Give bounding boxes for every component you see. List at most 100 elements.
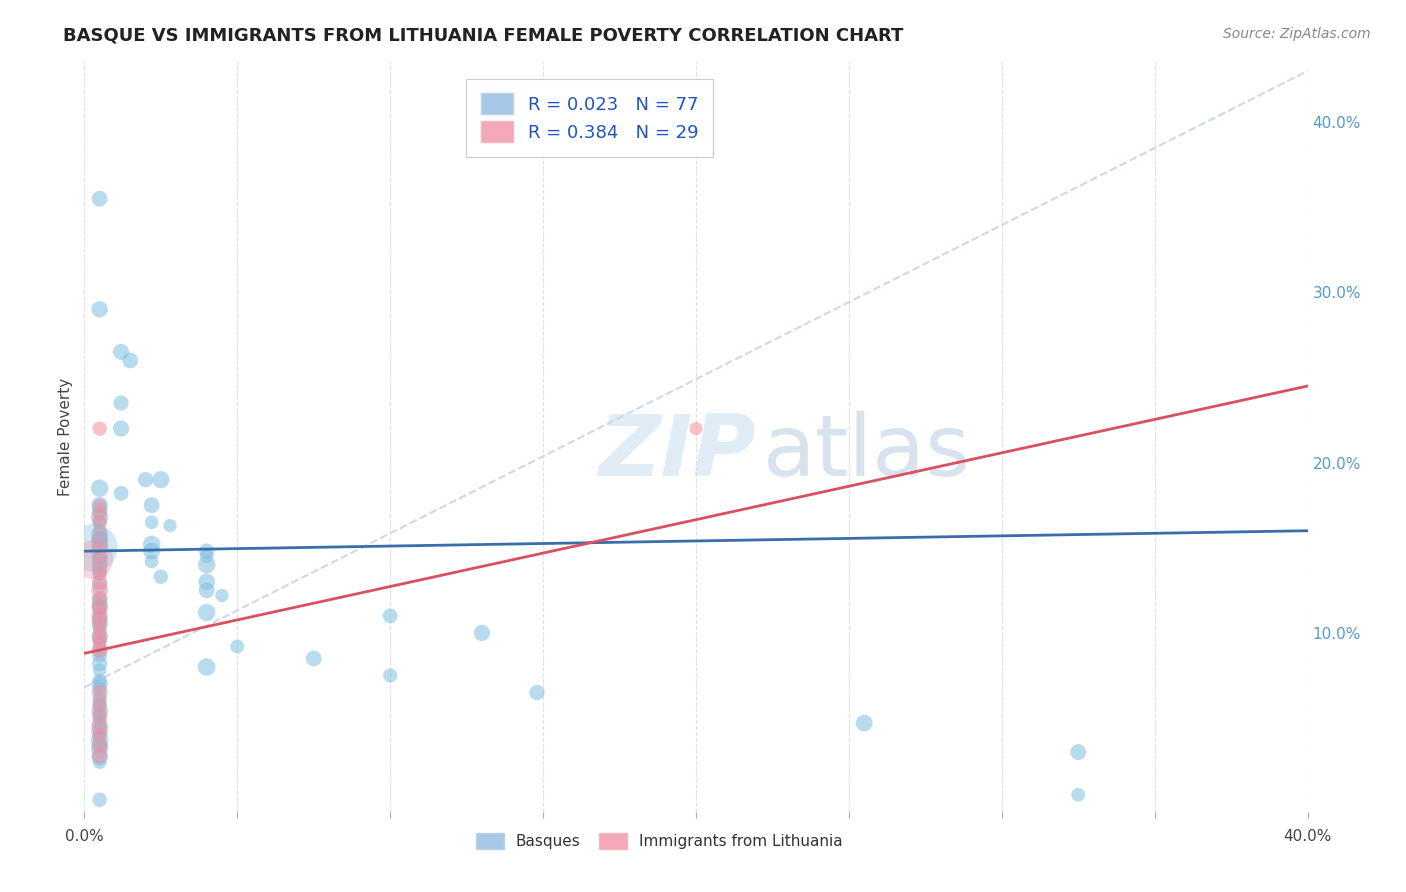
Point bbox=[83, 541, 105, 555]
Point bbox=[89, 694, 111, 708]
Point bbox=[89, 574, 111, 589]
Point bbox=[89, 685, 111, 699]
Point bbox=[89, 748, 111, 763]
Point bbox=[89, 537, 111, 551]
Point bbox=[89, 720, 111, 734]
Point bbox=[89, 498, 111, 512]
Point bbox=[226, 640, 249, 654]
Legend: Basques, Immigrants from Lithuania: Basques, Immigrants from Lithuania bbox=[468, 825, 851, 856]
Point bbox=[89, 583, 111, 598]
Point bbox=[89, 481, 111, 495]
Point bbox=[89, 503, 111, 517]
Y-axis label: Female Poverty: Female Poverty bbox=[58, 378, 73, 496]
Point bbox=[195, 583, 218, 598]
Point bbox=[89, 702, 111, 716]
Point bbox=[89, 578, 111, 592]
Point bbox=[89, 612, 111, 626]
Point bbox=[110, 345, 132, 359]
Point bbox=[89, 716, 111, 731]
Point bbox=[89, 515, 111, 529]
Point bbox=[159, 518, 181, 533]
Point bbox=[110, 396, 132, 410]
Point bbox=[89, 728, 111, 742]
Point bbox=[89, 566, 111, 581]
Point bbox=[89, 600, 111, 615]
Point bbox=[89, 741, 111, 756]
Point bbox=[89, 549, 111, 564]
Point bbox=[89, 192, 111, 206]
Point bbox=[89, 612, 111, 626]
Point bbox=[89, 664, 111, 678]
Point bbox=[149, 570, 172, 584]
Point bbox=[89, 643, 111, 657]
Text: Source: ZipAtlas.com: Source: ZipAtlas.com bbox=[1223, 27, 1371, 41]
Point bbox=[685, 421, 707, 435]
Point bbox=[141, 537, 163, 551]
Point bbox=[89, 597, 111, 611]
Text: 40.0%: 40.0% bbox=[1284, 829, 1331, 844]
Point bbox=[89, 673, 111, 688]
Point bbox=[195, 574, 218, 589]
Point bbox=[89, 677, 111, 691]
Point bbox=[89, 733, 111, 747]
Point bbox=[89, 629, 111, 643]
Point bbox=[89, 739, 111, 753]
Point bbox=[89, 634, 111, 648]
Point bbox=[120, 353, 142, 368]
Point bbox=[89, 600, 111, 615]
Point bbox=[89, 707, 111, 722]
Point bbox=[89, 631, 111, 645]
Point bbox=[89, 558, 111, 572]
Point bbox=[110, 486, 132, 500]
Point bbox=[380, 668, 402, 682]
Point bbox=[89, 682, 111, 697]
Point bbox=[110, 421, 132, 435]
Point bbox=[89, 724, 111, 739]
Point bbox=[89, 591, 111, 606]
Point bbox=[135, 473, 157, 487]
Point bbox=[141, 544, 163, 558]
Point bbox=[89, 698, 111, 712]
Point bbox=[89, 510, 111, 524]
Point bbox=[89, 302, 111, 317]
Point bbox=[89, 699, 111, 714]
Point bbox=[89, 606, 111, 620]
Point bbox=[89, 623, 111, 637]
Text: ZIP: ZIP bbox=[598, 410, 756, 493]
Point bbox=[89, 608, 111, 623]
Point bbox=[89, 617, 111, 632]
Point bbox=[89, 591, 111, 606]
Point bbox=[89, 549, 111, 564]
Point bbox=[89, 421, 111, 435]
Point bbox=[89, 498, 111, 512]
Point bbox=[89, 554, 111, 568]
Point bbox=[89, 711, 111, 725]
Text: BASQUE VS IMMIGRANTS FROM LITHUANIA FEMALE POVERTY CORRELATION CHART: BASQUE VS IMMIGRANTS FROM LITHUANIA FEMA… bbox=[63, 27, 904, 45]
Point bbox=[89, 533, 111, 547]
Point bbox=[89, 626, 111, 640]
Point bbox=[1067, 788, 1090, 802]
Point bbox=[211, 589, 233, 603]
Point bbox=[89, 750, 111, 764]
Point bbox=[89, 507, 111, 521]
Point bbox=[89, 721, 111, 735]
Point bbox=[89, 566, 111, 581]
Point bbox=[195, 660, 218, 674]
Point bbox=[380, 608, 402, 623]
Point bbox=[89, 533, 111, 547]
Point bbox=[89, 643, 111, 657]
Point bbox=[89, 793, 111, 807]
Point bbox=[89, 541, 111, 555]
Point bbox=[89, 515, 111, 529]
Point bbox=[89, 617, 111, 632]
Point bbox=[195, 544, 218, 558]
Point bbox=[141, 554, 163, 568]
Point bbox=[195, 549, 218, 564]
Point bbox=[195, 558, 218, 572]
Point bbox=[89, 707, 111, 722]
Text: atlas: atlas bbox=[763, 410, 972, 493]
Point bbox=[89, 739, 111, 753]
Point bbox=[89, 648, 111, 662]
Point bbox=[89, 730, 111, 744]
Point bbox=[83, 552, 105, 566]
